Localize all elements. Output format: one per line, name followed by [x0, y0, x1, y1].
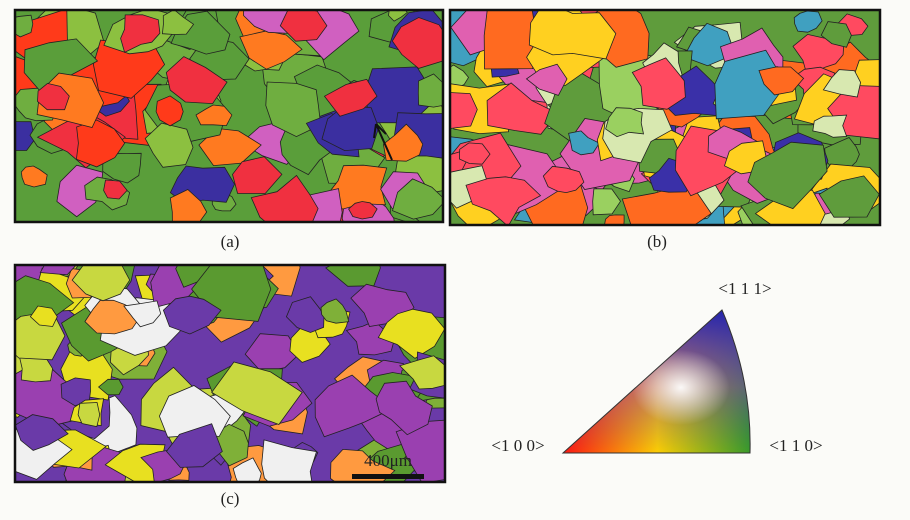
grain [450, 92, 478, 129]
grain [323, 78, 378, 117]
grain [793, 10, 823, 33]
grain [97, 378, 124, 396]
grain [75, 119, 126, 168]
panel-label: (b) [647, 232, 667, 251]
grain [483, 10, 537, 70]
grain [102, 152, 142, 184]
grain [15, 414, 69, 451]
grain [325, 265, 381, 287]
grain [458, 142, 491, 165]
grain [375, 380, 433, 436]
grain [747, 141, 828, 210]
legend-label: <1 1 0> [769, 436, 822, 455]
ebsd-map-b [450, 10, 880, 225]
grain [399, 355, 445, 390]
frame-c [13, 263, 447, 484]
color-key [563, 310, 751, 453]
grain [250, 174, 319, 222]
grain [812, 114, 848, 138]
frame-a [13, 8, 445, 224]
grain [39, 265, 77, 276]
grain [818, 175, 880, 218]
grain [820, 21, 852, 48]
legend-label: <1 1 1> [718, 279, 771, 298]
grain [161, 10, 195, 35]
panel-label: (a) [221, 232, 240, 251]
grain [758, 66, 805, 96]
grain [525, 63, 568, 96]
grain [542, 165, 585, 194]
ebsd-map-a [15, 10, 443, 222]
grain [261, 439, 318, 482]
color-key-outline [561, 309, 751, 454]
grain [165, 56, 228, 105]
grain [391, 17, 443, 69]
grain [155, 95, 184, 127]
grain [15, 14, 34, 38]
grain [325, 164, 388, 210]
grain [165, 423, 223, 468]
grain [314, 374, 394, 438]
grain [605, 107, 645, 138]
grain [244, 333, 300, 373]
grain [77, 402, 101, 428]
grain [348, 201, 378, 220]
grain [417, 73, 443, 108]
grain [56, 164, 104, 218]
grain [486, 82, 558, 135]
legend-label: <1 0 0> [491, 436, 544, 455]
grain [631, 57, 686, 110]
grain [592, 188, 621, 216]
grain [465, 176, 542, 225]
grain [382, 123, 424, 162]
frame-b [448, 8, 882, 227]
arrow [373, 123, 393, 161]
grain [29, 305, 58, 327]
grain [104, 443, 166, 482]
grain [321, 104, 380, 152]
scale-bar-label: 400μm [364, 451, 412, 470]
grain [568, 130, 600, 156]
grain [169, 189, 208, 222]
grain [388, 10, 408, 22]
grain [528, 10, 617, 60]
grain [683, 22, 733, 67]
grain [211, 361, 303, 425]
grain [330, 448, 396, 482]
grain [714, 49, 787, 120]
grain [15, 121, 36, 151]
panel-label: (c) [221, 489, 240, 508]
grain [392, 178, 443, 220]
scale-bar [352, 474, 424, 479]
grain [162, 295, 222, 335]
grain [20, 165, 48, 188]
grain [239, 30, 303, 70]
grain [395, 419, 445, 482]
grain [320, 298, 350, 324]
grain [377, 308, 445, 359]
grain [103, 179, 128, 200]
grain [232, 156, 283, 194]
grain [37, 82, 70, 111]
grain [195, 104, 233, 127]
grain [604, 214, 625, 225]
grain [232, 457, 262, 482]
grain [144, 122, 194, 168]
grain [822, 69, 862, 98]
grain [123, 300, 162, 328]
grain [120, 14, 161, 53]
grain [285, 296, 325, 333]
ebsd-map-c [15, 265, 445, 482]
grain [71, 265, 131, 302]
